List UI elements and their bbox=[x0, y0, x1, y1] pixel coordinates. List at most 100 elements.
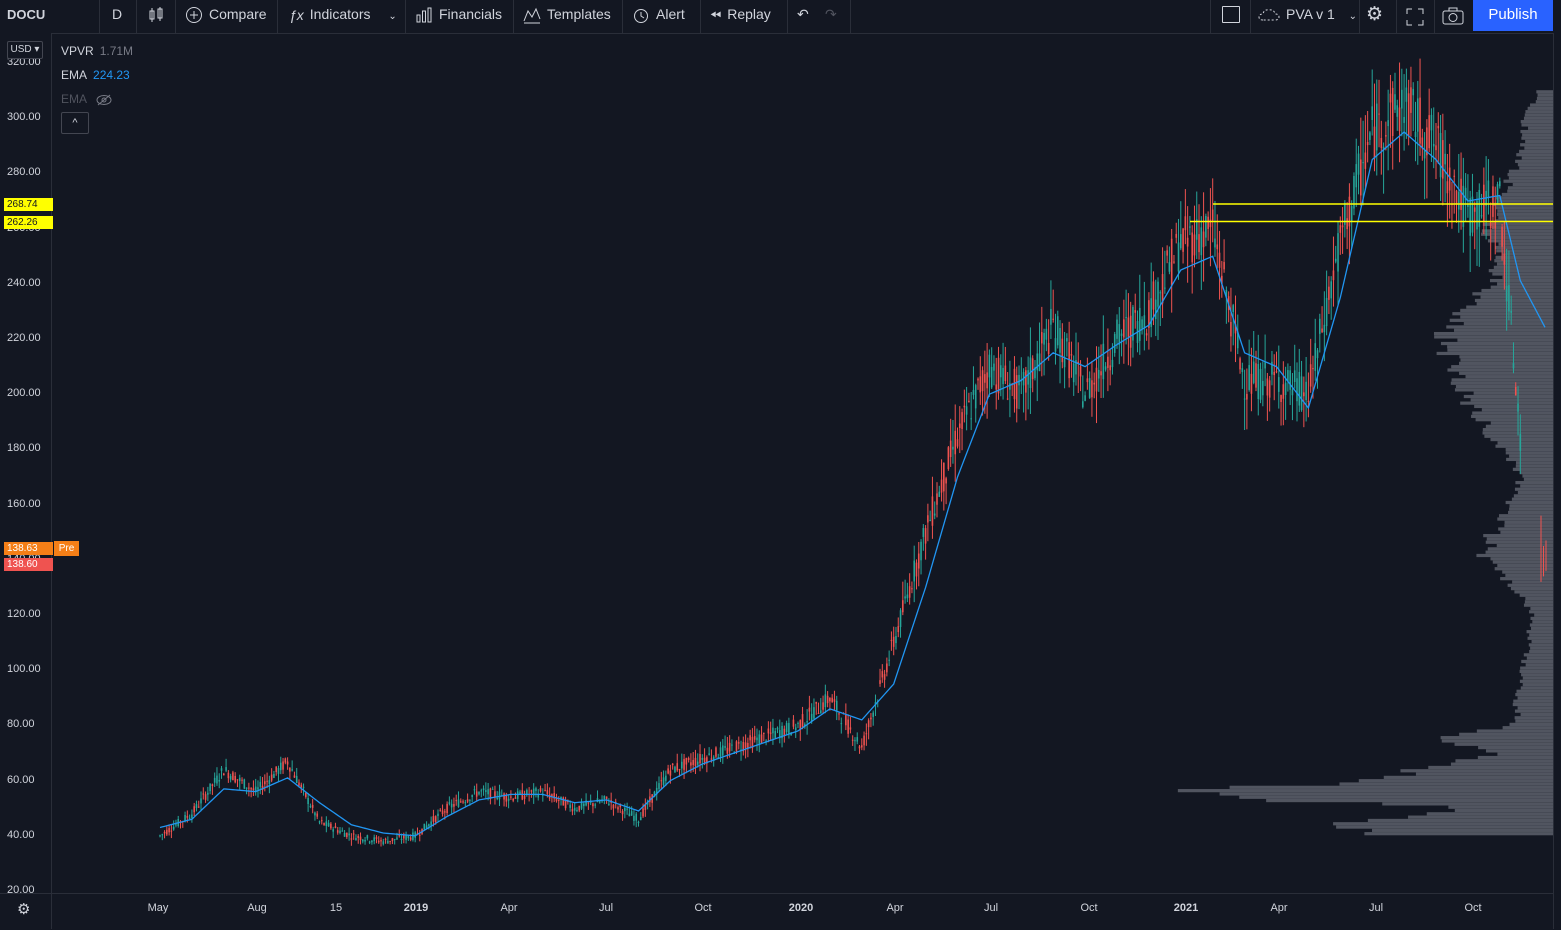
time-axis[interactable] bbox=[0, 893, 1553, 930]
candle bbox=[986, 343, 988, 419]
candle bbox=[742, 736, 745, 756]
volume-profile-bar bbox=[1476, 302, 1553, 306]
candle bbox=[660, 771, 663, 790]
candle bbox=[1230, 287, 1232, 352]
candle bbox=[895, 626, 897, 650]
candle bbox=[1410, 66, 1412, 137]
candle bbox=[708, 747, 710, 756]
candle bbox=[1182, 227, 1184, 264]
volume-profile-bar bbox=[1521, 673, 1553, 677]
volume-profile-bar bbox=[1497, 517, 1553, 521]
volume-profile-bar bbox=[1460, 358, 1553, 362]
candle bbox=[1054, 313, 1057, 365]
volume-profile-bar bbox=[1520, 484, 1553, 488]
volume-profile-bar bbox=[1535, 100, 1553, 104]
candle bbox=[1328, 276, 1330, 315]
settings-button[interactable]: ⚙ bbox=[1366, 0, 1383, 29]
volume-profile-bar bbox=[1505, 500, 1553, 505]
redo-button[interactable]: ↷ bbox=[825, 0, 837, 29]
camera-icon bbox=[1442, 7, 1464, 25]
publish-button[interactable]: Publish bbox=[1473, 0, 1553, 31]
candle bbox=[984, 350, 986, 414]
candle bbox=[831, 694, 833, 703]
eye-off-icon[interactable] bbox=[96, 92, 112, 106]
financials-button[interactable]: Financials bbox=[415, 0, 502, 29]
candle bbox=[899, 608, 902, 638]
candle bbox=[949, 418, 952, 467]
currency-selector[interactable]: USD ▾ bbox=[7, 41, 43, 59]
candle bbox=[450, 799, 453, 814]
templates-button[interactable]: Templates bbox=[523, 0, 611, 29]
layout-selector[interactable]: PVA v 1 ⌄ bbox=[1258, 0, 1357, 29]
candle bbox=[920, 539, 922, 575]
chart-type-button[interactable] bbox=[147, 0, 171, 29]
bar-chart-icon bbox=[416, 7, 432, 23]
candle bbox=[216, 767, 218, 786]
candle bbox=[1041, 306, 1043, 377]
candle bbox=[1419, 58, 1421, 156]
candle bbox=[728, 735, 731, 758]
candle bbox=[564, 796, 567, 811]
volume-profile-bar bbox=[1497, 282, 1553, 286]
volume-profile-bar bbox=[1517, 490, 1553, 495]
undo-button[interactable]: ↶ bbox=[797, 0, 809, 29]
candle bbox=[1180, 201, 1182, 251]
candle bbox=[883, 669, 886, 688]
maximize-button[interactable] bbox=[1406, 7, 1424, 26]
candle bbox=[309, 803, 312, 809]
candle bbox=[166, 826, 168, 836]
interval-button[interactable]: D bbox=[112, 6, 123, 22]
candle bbox=[1514, 382, 1517, 396]
legend-ema-2[interactable]: EMA bbox=[61, 92, 112, 106]
candle bbox=[1198, 204, 1200, 260]
candle bbox=[783, 725, 786, 743]
candle bbox=[539, 785, 542, 793]
volume-profile-bar bbox=[1519, 149, 1553, 154]
candle bbox=[325, 816, 328, 833]
y-tick-label: 180.00 bbox=[7, 442, 41, 455]
legend-ema-1[interactable]: EMA 224.23 bbox=[61, 68, 130, 82]
candle bbox=[778, 719, 781, 744]
volume-profile-bar bbox=[1503, 179, 1553, 183]
volume-profile-bar bbox=[1495, 255, 1553, 260]
y-tick-label: 40.00 bbox=[7, 828, 35, 841]
candle bbox=[1061, 323, 1064, 369]
candle bbox=[694, 749, 697, 775]
candle bbox=[355, 834, 357, 841]
candle bbox=[243, 778, 246, 790]
candle bbox=[1448, 143, 1451, 219]
symbol-search[interactable]: DOCU bbox=[7, 7, 46, 22]
volume-profile-bar bbox=[1463, 394, 1553, 399]
candle bbox=[1059, 320, 1061, 384]
volume-profile-bar bbox=[1454, 328, 1553, 332]
volume-profile-bar bbox=[1497, 752, 1553, 756]
legend-vpvr[interactable]: VPVR 1.71M bbox=[61, 44, 133, 58]
collapse-legend-button[interactable]: ^ bbox=[61, 112, 89, 134]
templates-label: Templates bbox=[547, 6, 611, 22]
fullscreen-toggle[interactable] bbox=[1222, 6, 1240, 23]
candle bbox=[466, 793, 469, 804]
compare-button[interactable]: Compare bbox=[185, 0, 267, 29]
volume-profile-bar bbox=[1490, 557, 1553, 561]
price-axis[interactable] bbox=[0, 33, 52, 929]
alert-button[interactable]: Alert bbox=[632, 0, 685, 29]
gear-icon[interactable]: ⚙ bbox=[17, 901, 31, 918]
candle bbox=[512, 797, 514, 803]
candle bbox=[387, 836, 389, 844]
candle bbox=[947, 445, 950, 471]
replay-label: Replay bbox=[727, 6, 771, 22]
snapshot-button[interactable] bbox=[1442, 6, 1464, 25]
candle bbox=[236, 779, 239, 788]
volume-profile-bar bbox=[1383, 775, 1553, 779]
replay-button[interactable]: ⏪︎ Replay bbox=[710, 0, 771, 29]
candle bbox=[261, 777, 264, 795]
candle bbox=[760, 726, 763, 743]
volume-profile-bar bbox=[1454, 808, 1553, 813]
volume-profile-bar bbox=[1490, 421, 1553, 425]
candle bbox=[425, 821, 428, 830]
candle bbox=[861, 738, 863, 751]
indicators-button[interactable]: ƒx Indicators ⌄ bbox=[289, 0, 397, 29]
volume-profile-bar bbox=[1436, 351, 1553, 356]
candle bbox=[414, 830, 416, 843]
